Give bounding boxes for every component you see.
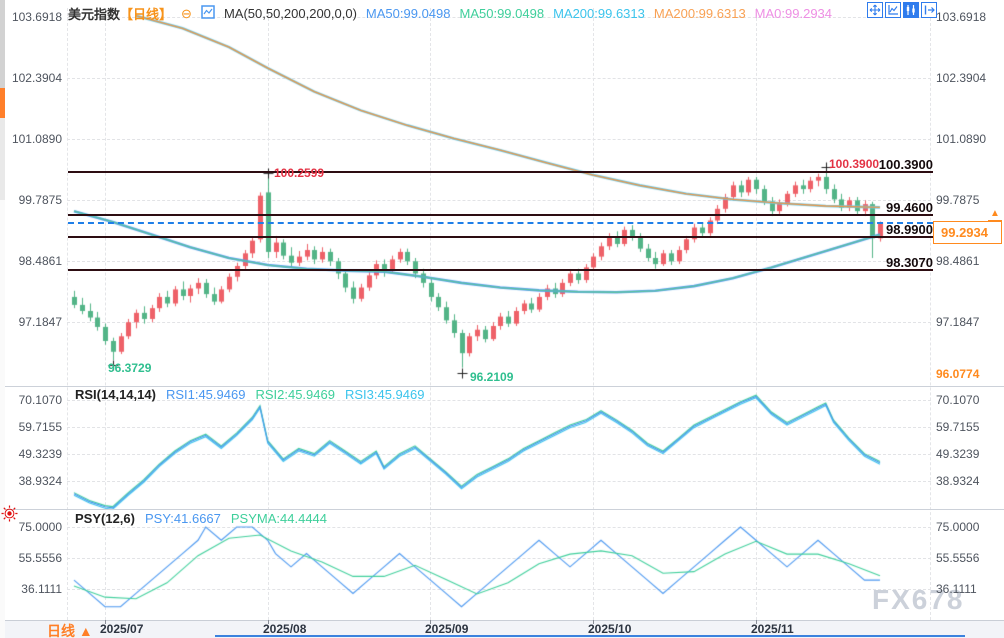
psy-title: PSY(12,6)	[75, 511, 135, 526]
axis-tick	[430, 620, 431, 624]
price-tick: 102.3904	[936, 71, 987, 85]
month-label: 2025/08	[263, 622, 307, 636]
rsi-tick: 70.1070	[936, 393, 980, 407]
month-label: 2025/11	[751, 622, 794, 636]
rsi-tick: 59.7155	[18, 420, 62, 434]
rsi-header: RSI(14,14,14) RSI1:45.9469 RSI2:45.9469 …	[75, 387, 424, 402]
low-callout: 96.3729	[108, 361, 152, 375]
psy-value: PSY:41.6667	[144, 511, 221, 526]
price-tick: 103.6918	[936, 10, 987, 24]
axis-tick	[105, 620, 106, 624]
month-label: 2025/07	[100, 622, 144, 636]
rsi3-value: RSI3:45.9469	[344, 387, 425, 402]
support-line-98.99[interactable]	[68, 236, 933, 238]
price-tick: 99.7875	[18, 193, 62, 207]
psy-tick: 75.0000	[18, 520, 62, 534]
level-label: 100.3900	[878, 157, 933, 172]
jump-to-latest-button[interactable]: ▲	[988, 209, 1002, 222]
ma200-value: MA200:99.6313	[553, 6, 645, 21]
ma50-value: MA50:99.0498	[365, 6, 451, 21]
panel-divider[interactable]	[0, 386, 1004, 387]
price-tick: 99.7875	[936, 193, 980, 207]
timeframe-switcher[interactable]: 日线 ▲	[47, 623, 93, 638]
high-callout: 100.3900	[829, 157, 880, 171]
axis-tick	[756, 620, 757, 624]
collapse-icon[interactable]: ⊖	[181, 5, 192, 21]
rsi-tick: 38.9324	[936, 474, 980, 488]
low-callout: 96.2109	[470, 370, 514, 384]
range-low-label: 96.0774	[936, 367, 980, 381]
axis-tick	[593, 620, 594, 624]
panel-divider[interactable]	[0, 509, 1004, 510]
scrollbar-track	[0, 118, 5, 200]
price-tick: 98.4861	[936, 254, 980, 268]
ma0-value: MA0:99.2934	[754, 6, 833, 21]
price-tick: 103.6918	[11, 10, 62, 24]
psyma-value: PSYMA:44.4444	[230, 511, 328, 526]
collapse-panel-button[interactable]	[921, 2, 937, 18]
pan-tool-button[interactable]	[867, 2, 883, 18]
left-scrollbar[interactable]	[0, 0, 5, 638]
symbol-name: 美元指数	[68, 7, 121, 22]
price-tick: 97.1847	[18, 315, 62, 329]
level-label: 99.4600	[886, 200, 933, 215]
rsi-tick: 38.9324	[18, 474, 62, 488]
month-label: 2025/09	[425, 622, 469, 636]
psy-tick: 75.0000	[936, 520, 980, 534]
chart-toolbar	[867, 2, 937, 18]
chart-header: 美元指数【日线】 ⊖ MA(50,50,200,200,0,0) MA50:99…	[68, 4, 832, 23]
rsi1-value: RSI1:45.9469	[165, 387, 246, 402]
price-tick: 97.1847	[936, 315, 980, 329]
current-price-badge: 99.2934	[933, 221, 1002, 244]
rsi-tick: 49.3239	[936, 447, 980, 461]
psy-tick: 36.1111	[936, 582, 977, 596]
psy-tick: 36.1111	[21, 582, 62, 596]
psy-header: PSY(12,6) PSY:41.6667 PSYMA:44.4444	[75, 511, 327, 526]
candle-chart-tool-button[interactable]	[903, 2, 919, 18]
time-axis-bar	[0, 620, 1004, 638]
axis-tick	[268, 620, 269, 624]
support-line-98.307[interactable]	[68, 269, 933, 271]
rsi-tick: 70.1070	[18, 393, 62, 407]
ma-formula: MA(50,50,200,200,0,0)	[223, 6, 357, 21]
psy-tick: 55.5556	[18, 551, 62, 565]
resistance-line-99.46[interactable]	[68, 214, 933, 216]
ma200-value: MA200:99.6313	[653, 6, 746, 21]
price-tick: 101.0890	[11, 132, 62, 146]
scrollbar-thumb[interactable]	[0, 88, 5, 118]
period-tag: 【日线】	[120, 7, 173, 22]
line-chart-tool-button[interactable]	[885, 2, 901, 18]
ma50-value: MA50:99.0498	[459, 6, 545, 21]
psy-tick: 55.5556	[936, 551, 980, 565]
month-label: 2025/10	[588, 622, 632, 636]
rsi2-value: RSI2:45.9469	[255, 387, 335, 402]
scrollbar-track	[0, 0, 5, 88]
high-callout: 100.2599	[274, 166, 325, 180]
alert-blink-icon[interactable]	[1, 505, 18, 522]
ma-indicator-icon	[201, 5, 215, 22]
price-tick: 98.4861	[18, 254, 62, 268]
rsi-tick: 49.3239	[18, 447, 62, 461]
rsi-title: RSI(14,14,14)	[75, 387, 156, 402]
level-label: 98.9900	[886, 222, 933, 237]
rsi-tick: 59.7155	[936, 420, 980, 434]
horizontal-scrollbar[interactable]	[215, 635, 965, 637]
current-price-line	[68, 222, 933, 224]
resistance-line-100.39[interactable]	[68, 171, 933, 173]
price-tick: 102.3904	[11, 71, 62, 85]
price-tick: 101.0890	[936, 132, 987, 146]
level-label: 98.3070	[886, 255, 933, 270]
